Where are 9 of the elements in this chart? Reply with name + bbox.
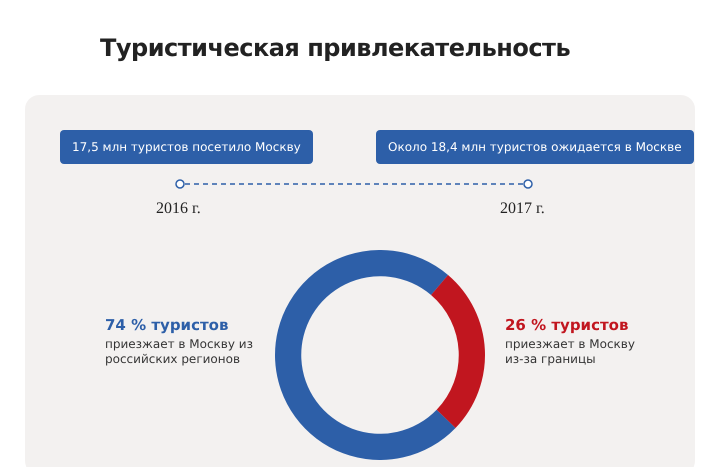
text: 2017 г. [500, 200, 545, 218]
text: Около 18,4 млн туристов ожидается в Москве [376, 130, 694, 164]
text: 17,5 млн туристов посетило Москву [60, 130, 313, 164]
text: 2016 г. [156, 200, 201, 218]
slice-label: приезжает в Москву из российских регионов [105, 337, 253, 366]
slice-label: приезжает в Москву из-за границы [505, 337, 635, 366]
data-label: 26 % туристов [505, 316, 630, 334]
chart-title: Туристическая привлекательность [100, 34, 570, 62]
data-label: 74 % туристов [105, 316, 230, 334]
